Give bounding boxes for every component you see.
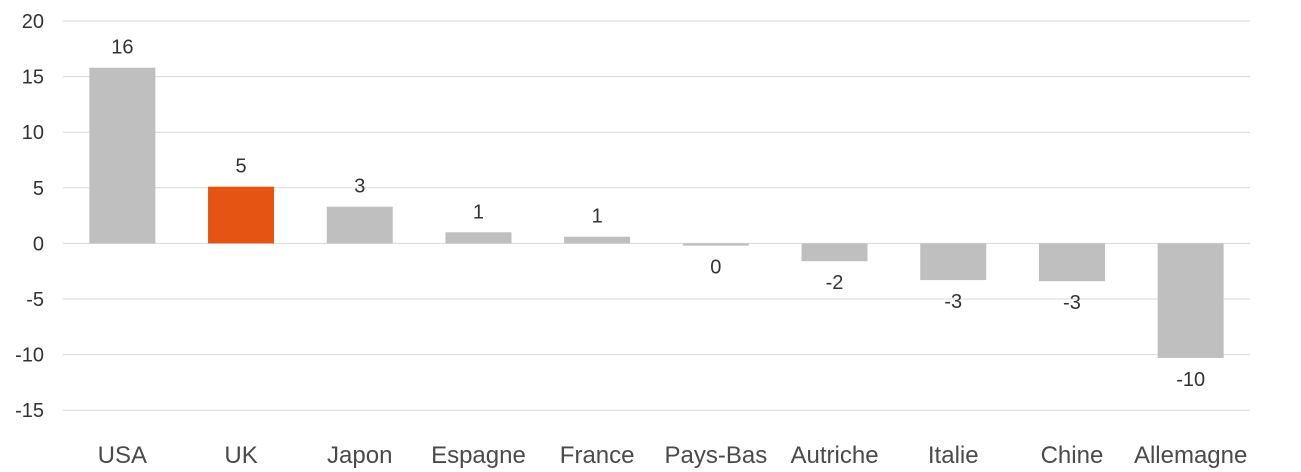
data-label: -2: [826, 272, 844, 294]
category-label: Italie: [928, 442, 979, 469]
data-label: 3: [354, 176, 365, 198]
data-label: 1: [592, 206, 603, 228]
data-label: 0: [710, 257, 721, 279]
category-label: Pays-Bas: [664, 442, 767, 469]
category-labels: USA UK Japon Espagne France Pays-Bas Autriche I…: [98, 442, 1248, 469]
category-label: UK: [224, 442, 257, 469]
category-label: Japon: [327, 442, 392, 469]
y-tick-label: 15: [22, 67, 44, 89]
y-tick-label: -15: [15, 400, 44, 422]
data-label: 16: [111, 37, 133, 59]
category-label: USA: [98, 442, 147, 469]
category-label: Autriche: [791, 442, 879, 469]
y-axis-ticks: 20 15 10 5 0 -5 -10 -15: [15, 11, 44, 422]
y-tick-label: -10: [15, 345, 44, 367]
category-label: Espagne: [431, 442, 526, 469]
y-tick-label: 10: [22, 122, 44, 144]
category-label: Allemagne: [1134, 442, 1247, 469]
data-label: -3: [1063, 292, 1081, 314]
data-label: -3: [944, 291, 962, 313]
bar-japon: [326, 206, 393, 244]
bar-france: [564, 236, 631, 244]
bar-autriche: [801, 243, 868, 262]
data-label: 1: [473, 201, 484, 223]
bar-uk: [208, 186, 275, 244]
bar-pays-bas: [682, 243, 749, 246]
bar-chine: [1038, 243, 1105, 282]
data-label: 5: [235, 156, 246, 178]
y-tick-label: -5: [26, 289, 44, 311]
bar-allemagne: [1157, 243, 1224, 358]
data-labels: 16 5 3 1 1 0 -2 -3 -3 -10: [111, 37, 1205, 391]
y-tick-label: 0: [33, 233, 44, 255]
bar-espagne: [445, 232, 512, 244]
category-label: France: [560, 442, 635, 469]
bars: [89, 67, 1224, 358]
y-tick-label: 20: [22, 11, 44, 33]
bar-italie: [920, 243, 987, 281]
category-label: Chine: [1041, 442, 1104, 469]
bar-usa: [89, 67, 156, 244]
data-label: -10: [1176, 369, 1205, 391]
y-tick-label: 5: [33, 178, 44, 200]
